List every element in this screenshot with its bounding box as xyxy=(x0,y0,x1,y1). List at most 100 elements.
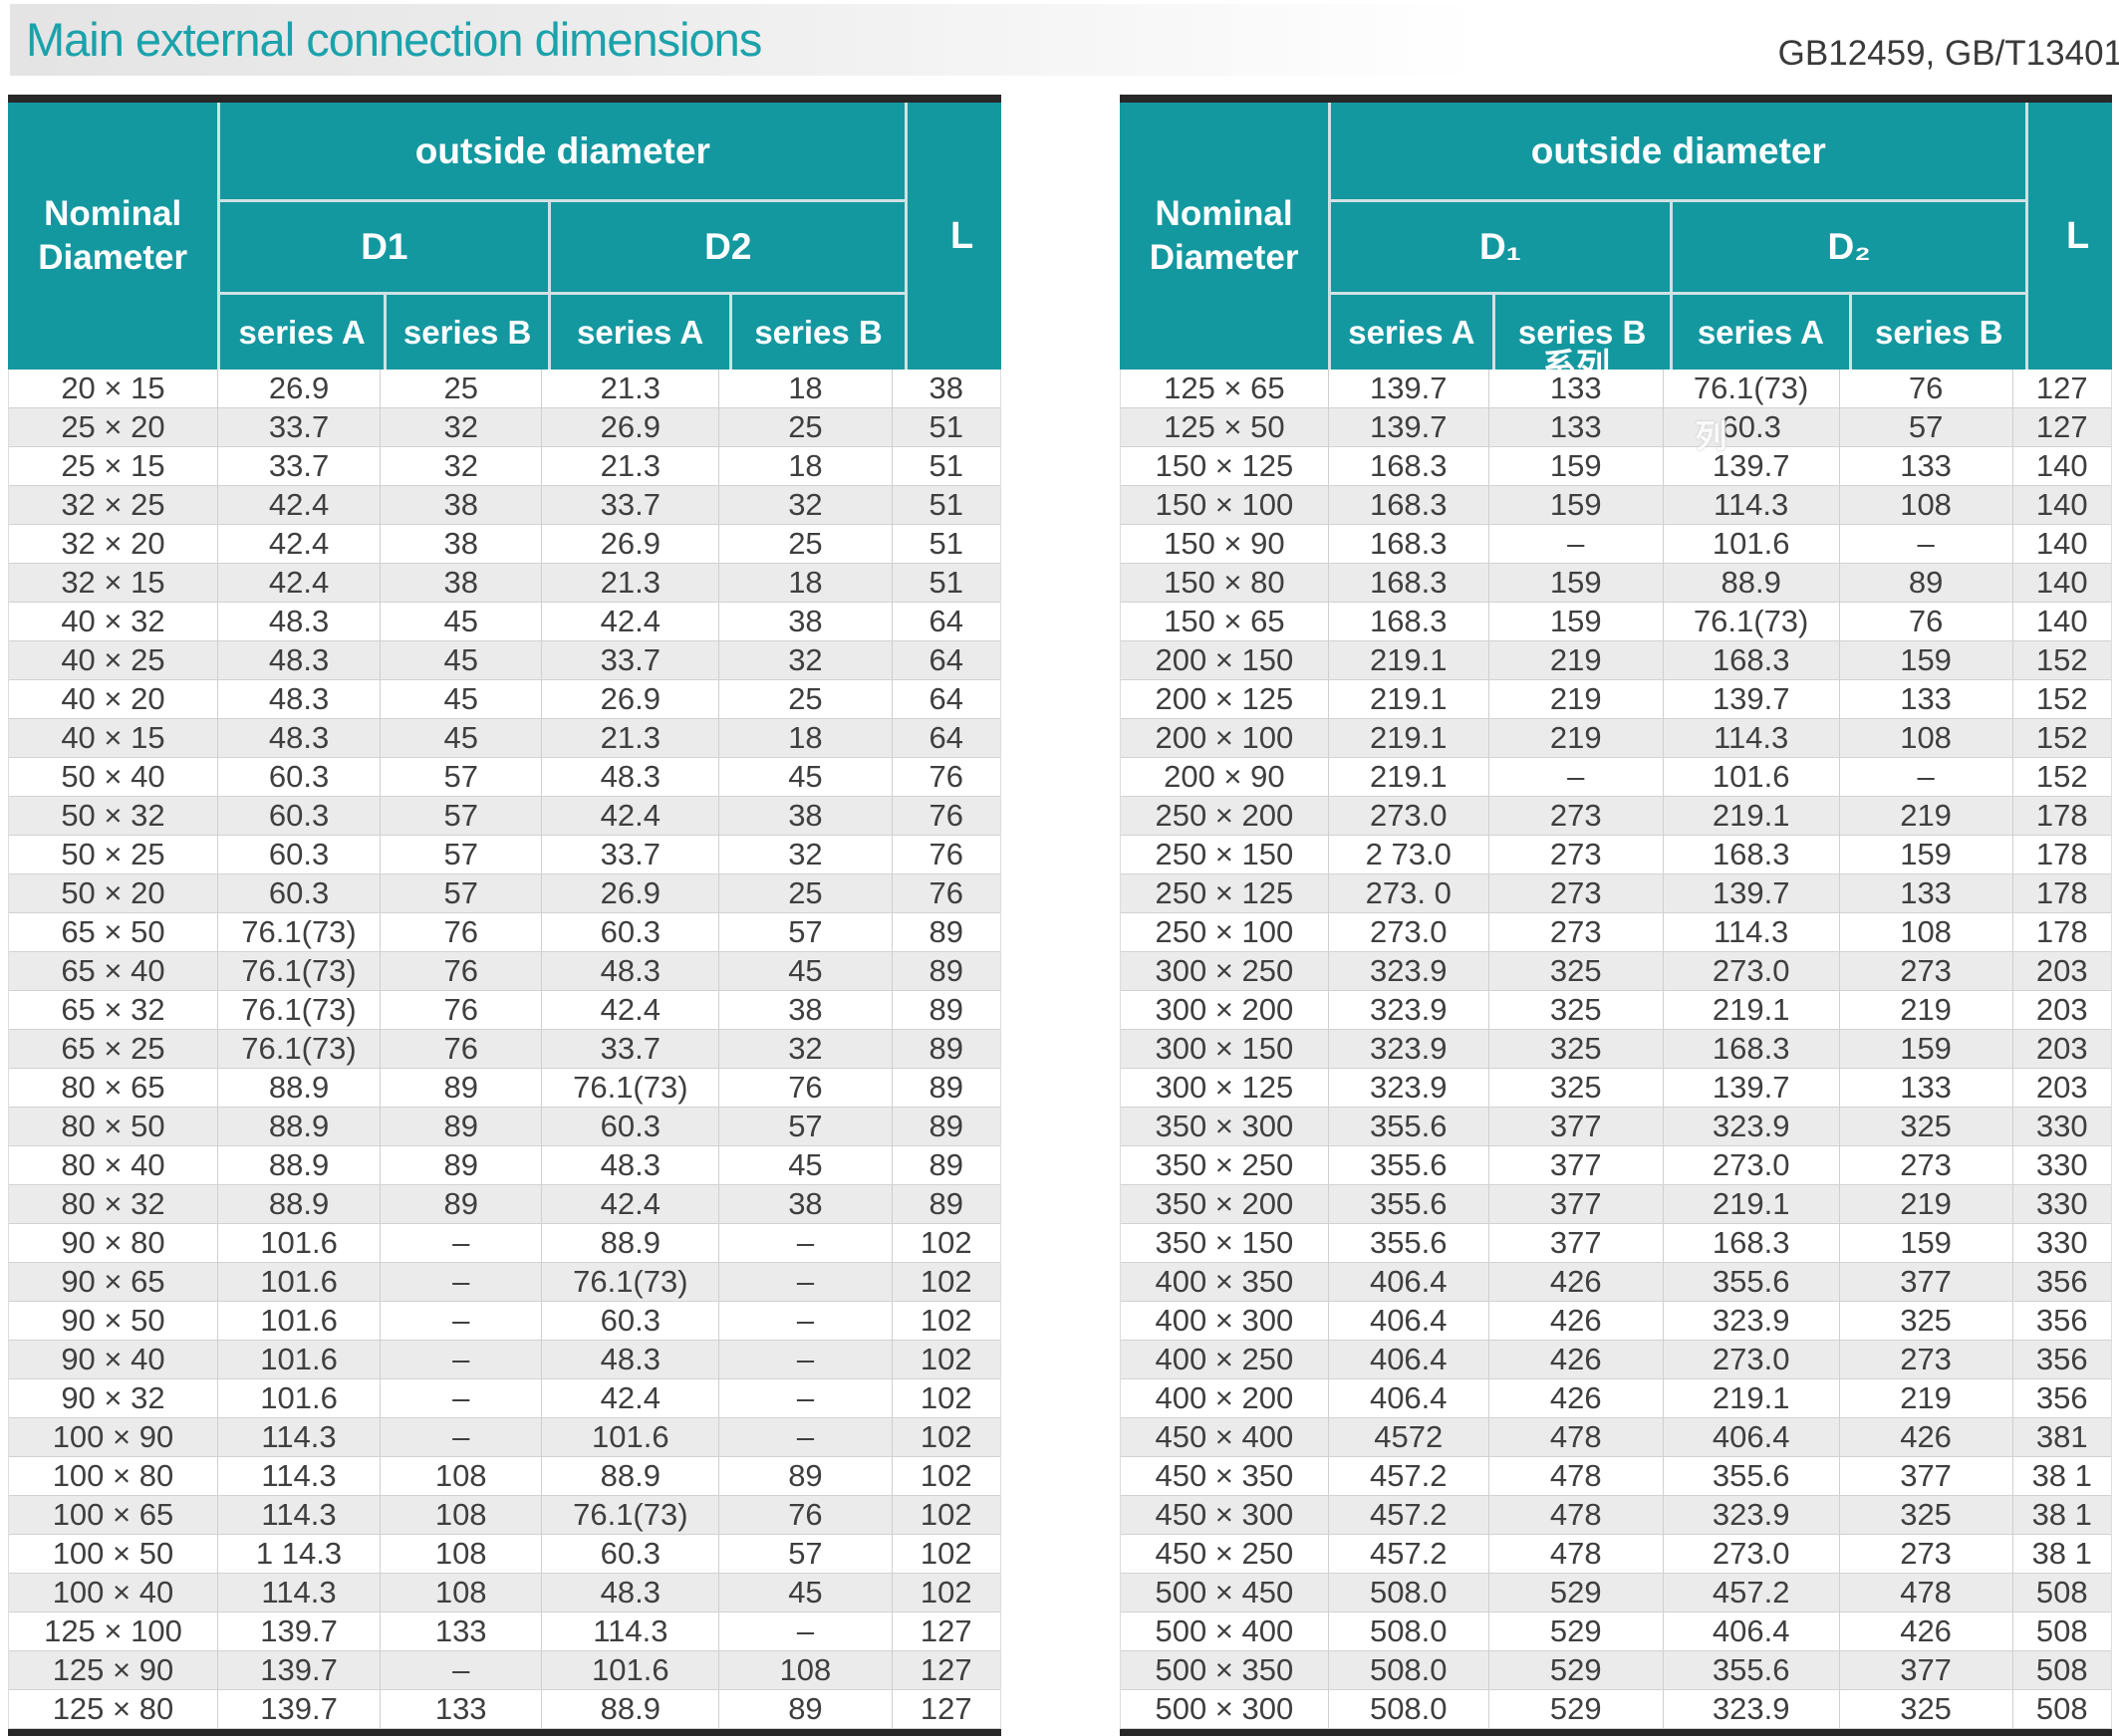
table-cell: 76 xyxy=(928,875,963,910)
table-row: 350 × 200 355.6 377 219.1 219 330 xyxy=(1121,1185,2111,1224)
table-cell: 42.4 xyxy=(542,603,720,640)
table-cell: 203 xyxy=(2035,992,2088,1027)
table-row: 80 × 50 88.9 89 60.3 57 89 xyxy=(9,1108,1000,1146)
table-row: 50 × 25 60.3 57 33.7 32 76 xyxy=(9,836,1000,874)
table-cell: 400 × 250 xyxy=(1121,1341,1329,1378)
table-cell: 76.1(73) xyxy=(1664,603,1840,640)
table-cell: 150 × 125 xyxy=(1121,447,1329,485)
table-cell: 508 xyxy=(2035,1613,2088,1648)
table-row: 65 × 25 76.1(73) 76 33.7 32 89 xyxy=(9,1030,1000,1069)
table-cell: 330 xyxy=(2035,1147,2088,1182)
table-cell: 323.9 xyxy=(1329,1069,1489,1107)
table-cell: – xyxy=(719,1612,893,1650)
dimensions-table-right: Nominal Diameter outside diameter D₁ D₂ … xyxy=(1120,95,2112,1736)
table-cell: 48.3 xyxy=(542,1146,720,1184)
table-cell: 102 xyxy=(920,1419,972,1454)
table-cell: 273.0 xyxy=(1664,1146,1840,1184)
table-cell: 457.2 xyxy=(1664,1574,1840,1612)
table-cell: 114.3 xyxy=(1664,486,1840,524)
table-cell: 250 × 150 xyxy=(1121,836,1329,873)
header-d2-series-a: series A xyxy=(1672,295,1850,370)
table-cell: 325 xyxy=(1489,1030,1664,1068)
table-cell: 57 xyxy=(381,797,543,835)
table-cell: 325 xyxy=(1840,1302,2013,1340)
table-row: 90 × 32 101.6–42.4–102 xyxy=(9,1379,1000,1418)
table-cell: 42.4 xyxy=(542,991,720,1029)
table-cell: 426 xyxy=(1489,1263,1664,1301)
table-cell: 32 × 15 xyxy=(9,564,218,602)
table-cell: 178 xyxy=(2035,914,2088,949)
table-cell: 60.3 xyxy=(1664,408,1840,446)
table-cell: 150 × 100 xyxy=(1121,486,1329,524)
table-row: 50 × 32 60.3 57 42.4 38 76 xyxy=(9,797,1000,836)
table-cell: 40 × 25 xyxy=(9,641,218,679)
table-cell: 76.1(73) xyxy=(218,952,382,990)
table-cell: 89 xyxy=(381,1146,543,1184)
table-cell: 45 xyxy=(381,603,543,640)
table-row: 300 × 150 323.9 325 168.3 159 203 xyxy=(1121,1030,2111,1069)
table-row: 125 × 90 139.7–101.6 108 127 xyxy=(9,1651,1000,1690)
table-row: 150 × 90 168.3–101.6–140 xyxy=(1121,525,2111,564)
table-cell: 140 xyxy=(2035,526,2088,561)
table-row: 150 × 80 168.3 159 88.9 89 140 xyxy=(1121,564,2111,603)
table-cell: 500 × 350 xyxy=(1121,1651,1329,1689)
table-cell: 127 xyxy=(920,1613,972,1648)
table-bottom-bar xyxy=(1120,1729,2112,1736)
table-cell: 21.3 xyxy=(542,719,720,757)
table-cell: 273 xyxy=(1840,1341,2013,1378)
table-cell: 426 xyxy=(1840,1612,2013,1650)
table-cell: 219.1 xyxy=(1329,758,1489,796)
table-row: 80 × 40 88.9 89 48.3 45 89 xyxy=(9,1146,1000,1185)
table-cell: – xyxy=(719,1341,893,1378)
table-row: 125 × 80 139.7 133 88.9 89 127 xyxy=(9,1690,1000,1729)
table-top-bar xyxy=(8,95,1001,103)
table-cell: 168.3 xyxy=(1664,1224,1840,1262)
table-cell: 89 xyxy=(928,1147,963,1182)
table-row: 150 × 100 168.3 159 114.3 108 140 xyxy=(1121,486,2111,525)
table-cell: 400 × 300 xyxy=(1121,1302,1329,1340)
table-cell: 529 xyxy=(1489,1651,1664,1689)
table-row: 250 × 200 273.0 273 219.1 219 178 xyxy=(1121,797,2111,836)
table-cell: 108 xyxy=(1840,913,2013,951)
table-cell: 139.7 xyxy=(1664,874,1840,912)
table-cell: – xyxy=(381,1379,543,1417)
table-cell: 273.0 xyxy=(1329,913,1489,951)
header-nominal-diameter: Nominal Diameter xyxy=(1120,103,1329,370)
table-cell: 125 × 80 xyxy=(9,1690,218,1728)
table-cell: 323.9 xyxy=(1664,1302,1840,1340)
table-cell: 133 xyxy=(1489,408,1664,446)
table-cell: 42.4 xyxy=(542,1185,720,1223)
table-cell: 101.6 xyxy=(218,1224,382,1262)
table-cell: 127 xyxy=(2035,409,2088,444)
table-cell: 125 × 50 xyxy=(1121,408,1329,446)
table-cell: 529 xyxy=(1489,1574,1664,1612)
table-row: 450 × 400 4572 478 406.4 426 381 xyxy=(1121,1418,2111,1457)
table-cell: 426 xyxy=(1840,1418,2013,1456)
table-cell: 159 xyxy=(1489,564,1664,602)
table-cell: 88.9 xyxy=(218,1146,382,1184)
table-cell: – xyxy=(719,1379,893,1417)
table-cell: 450 × 250 xyxy=(1121,1535,1329,1573)
table-row: 200 × 150 219.1 219 168.3 159 152 xyxy=(1121,641,2111,680)
table-cell: 457.2 xyxy=(1329,1457,1489,1495)
header-d2-series-b: series B xyxy=(731,295,906,370)
table-cell: 25 xyxy=(381,370,543,407)
table-cell: 32 xyxy=(719,836,893,873)
table-cell: 478 xyxy=(1489,1535,1664,1573)
table-row: 250 × 100 273.0 273 114.3 108 178 xyxy=(1121,913,2111,952)
table-cell: 89 xyxy=(928,1109,963,1143)
table-cell: 406.4 xyxy=(1664,1612,1840,1650)
table-cell: 88.9 xyxy=(542,1224,720,1262)
table-cell: 89 xyxy=(719,1457,893,1495)
page-title: Main external connection dimensions xyxy=(26,13,762,66)
table-cell: 26.9 xyxy=(218,370,382,407)
table-cell: 60.3 xyxy=(542,1108,720,1145)
table-cell: 139.7 xyxy=(218,1651,382,1689)
table-cell: 18 xyxy=(719,564,893,602)
title-band: Main external connection dimensions xyxy=(10,4,1479,76)
table-row: 100 × 40 114.3 108 48.3 45 102 xyxy=(9,1574,1000,1612)
table-cell: 57 xyxy=(719,1535,893,1573)
table-row: 400 × 350 406.4 426 355.6 377 356 xyxy=(1121,1263,2111,1302)
table-cell: 457.2 xyxy=(1329,1496,1489,1534)
table-cell: 219 xyxy=(1489,680,1664,718)
